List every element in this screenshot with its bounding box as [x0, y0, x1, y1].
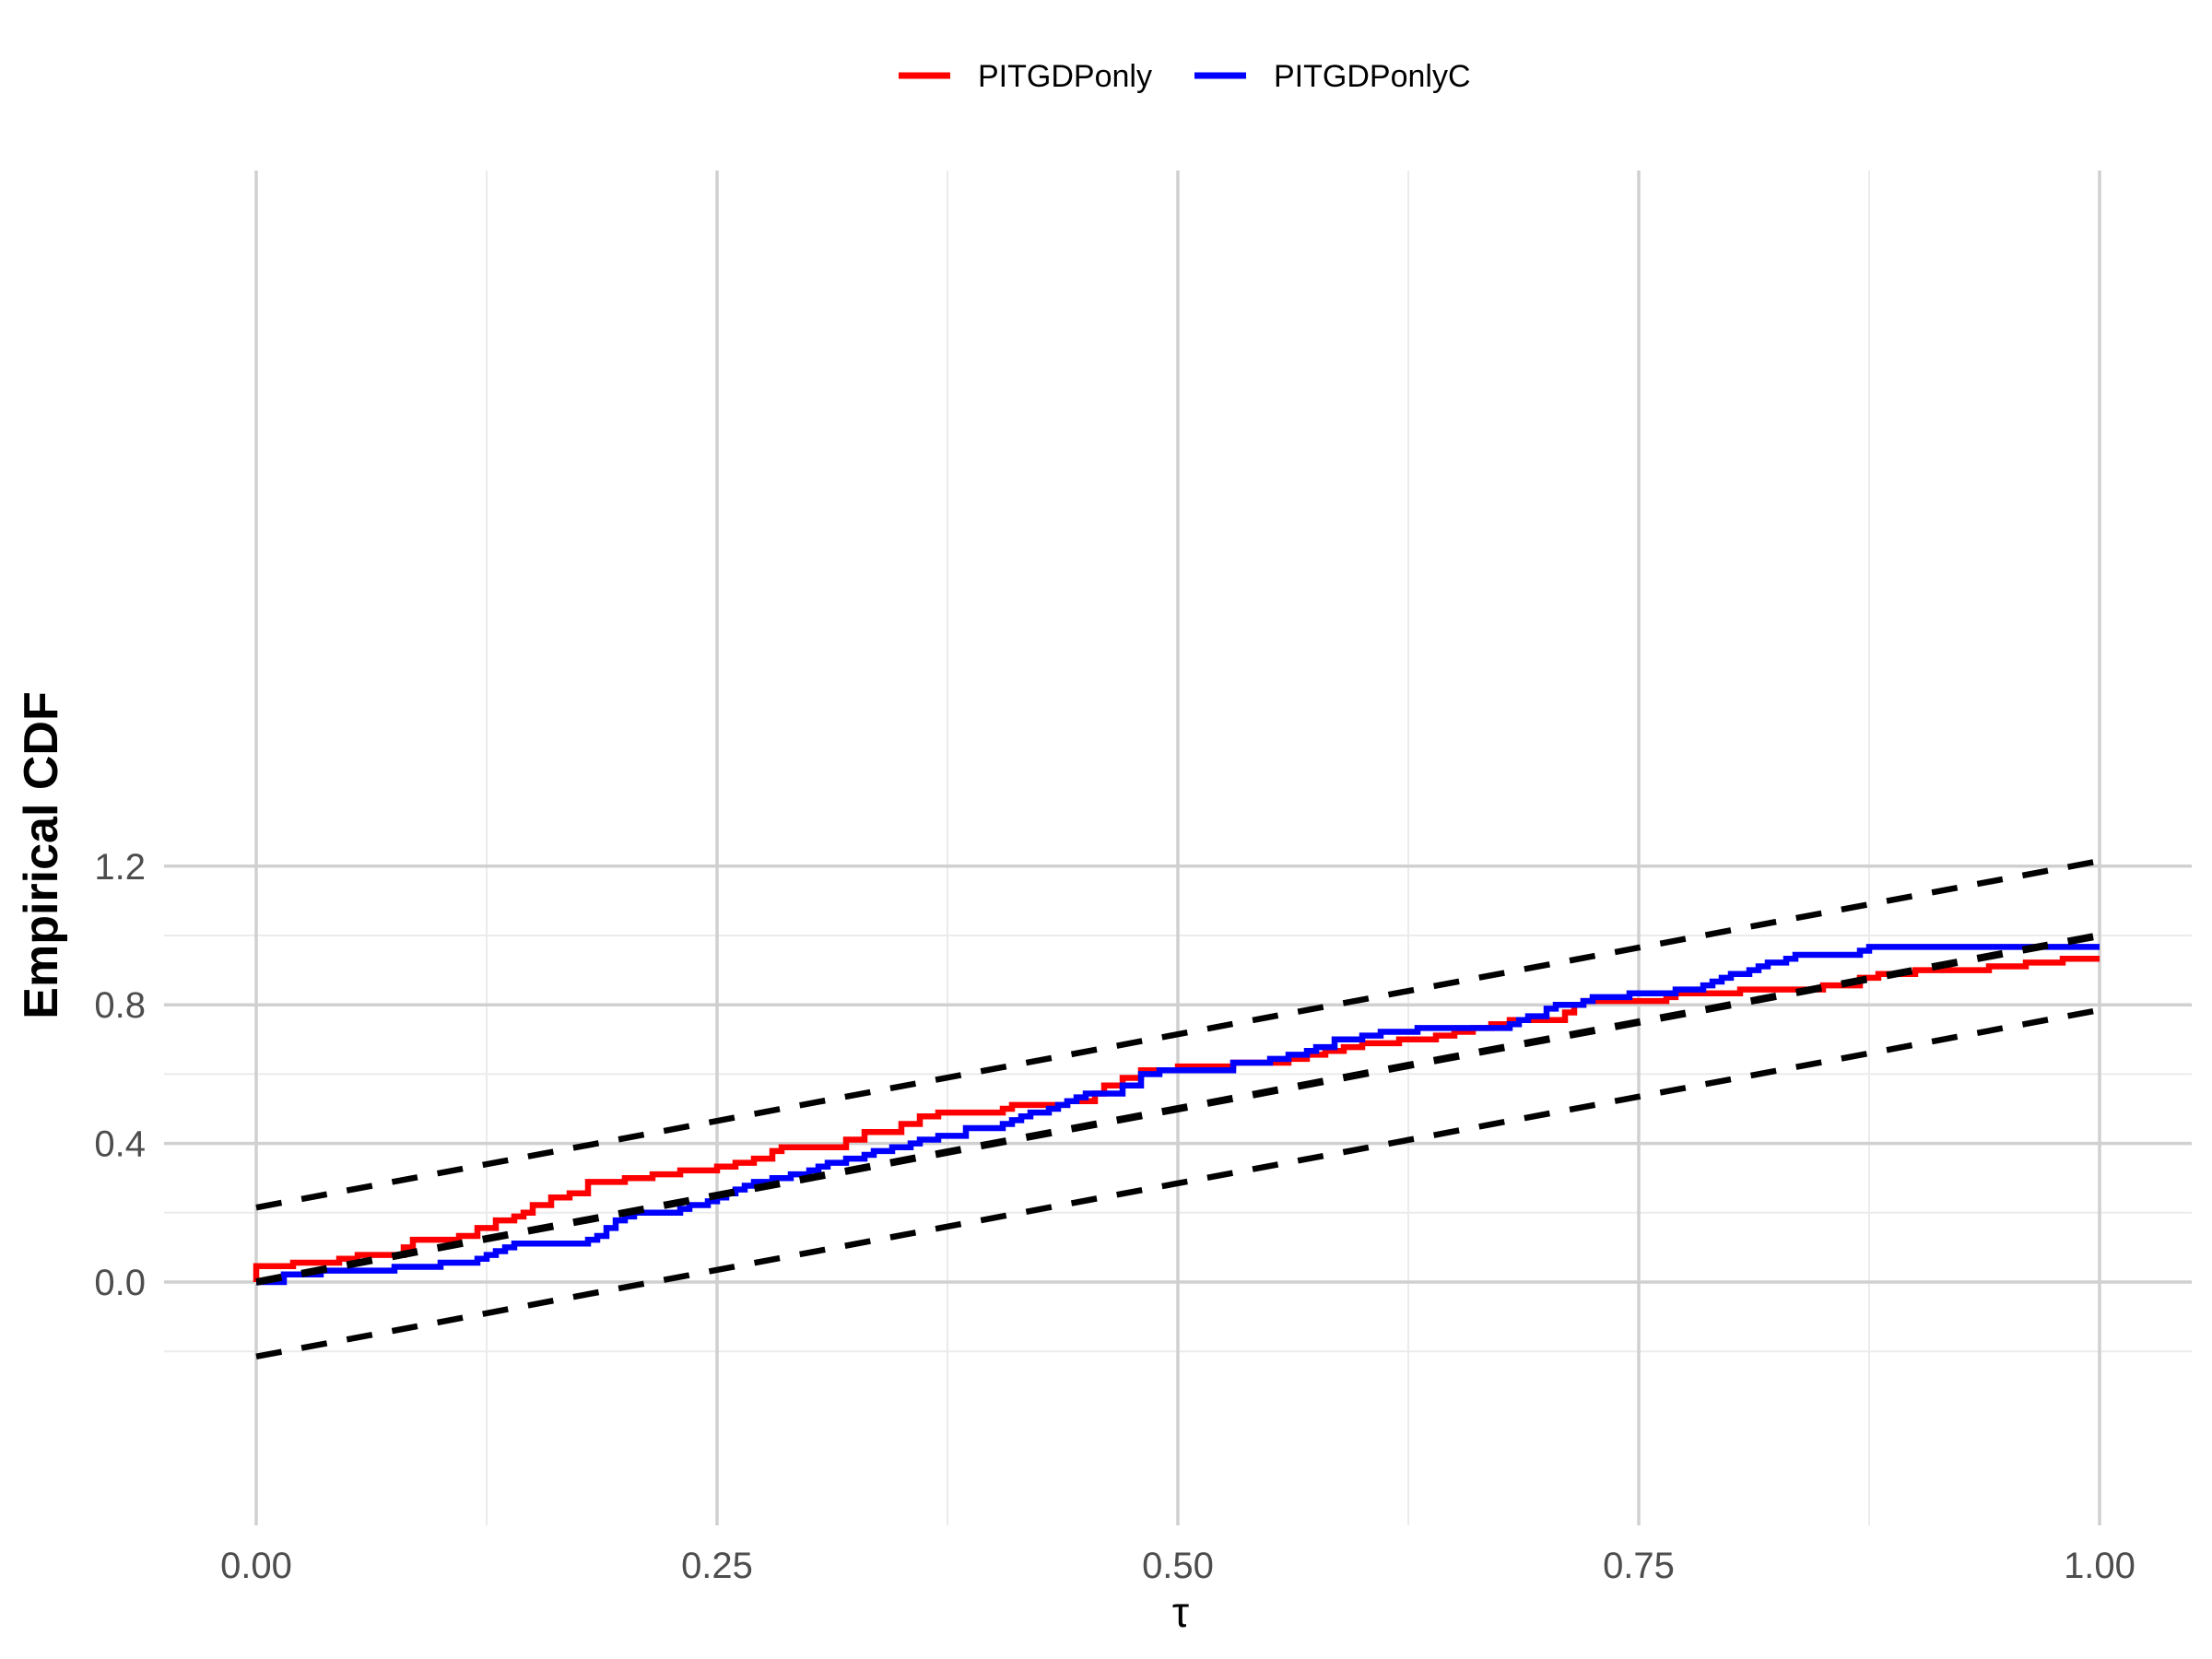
y-tick-label: 0.4: [94, 1124, 146, 1165]
x-tick-label: 0.25: [681, 1546, 753, 1586]
reference-line-band: [255, 857, 2100, 1211]
y-tick-label: 1.2: [94, 847, 146, 888]
legend-label-pitgdponlyc: PITGDPonlyC: [1274, 59, 1471, 94]
reference-lines: [255, 857, 2100, 1360]
x-tick-label: 0.50: [1142, 1546, 1214, 1586]
legend-label-pitgdponly: PITGDPonly: [978, 59, 1152, 94]
major-gridlines: [164, 171, 2192, 1525]
x-tick-label: 0.75: [1603, 1546, 1675, 1586]
x-axis-title: τ: [1172, 1588, 1189, 1636]
legend: PITGDPonly PITGDPonlyC: [899, 59, 1471, 94]
y-tick-label: 0.0: [94, 1263, 146, 1303]
y-axis-title: Empirical CDF: [15, 691, 68, 1018]
series-line-pitgdponlyc: [256, 944, 2100, 1286]
reference-line-diagonal: [255, 932, 2100, 1286]
y-tick-label: 0.8: [94, 985, 146, 1026]
reference-line-band: [255, 1006, 2100, 1360]
x-axis-ticks: 0.00 0.25 0.50 0.75 1.00: [220, 1546, 2136, 1586]
x-tick-label: 1.00: [2064, 1546, 2136, 1586]
series-lines: [253, 944, 2100, 1286]
series-line-pitgdponly: [253, 955, 2100, 1282]
x-tick-label: 0.00: [220, 1546, 292, 1586]
y-axis-ticks: 0.0 0.4 0.8 1.2: [94, 847, 146, 1303]
